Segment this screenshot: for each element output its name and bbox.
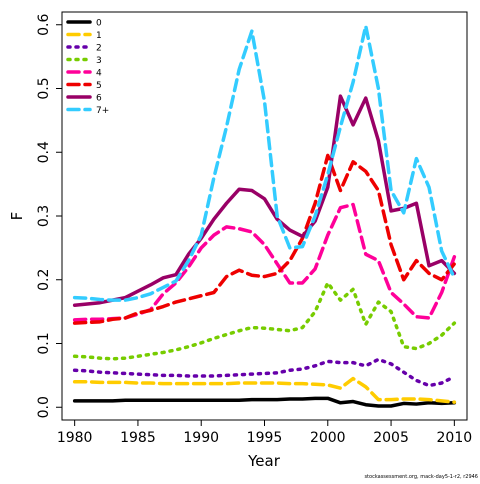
legend-label: 6 [96,94,102,104]
series-line-1 [72,376,457,404]
series-line-2 [72,357,457,388]
series-layer [72,24,457,408]
series-line-3 [72,281,457,361]
x-tick-label: 2000 [310,430,346,446]
x-tick-label: 2005 [373,430,409,446]
legend-label: 1 [96,31,102,41]
x-axis-label: Year [247,452,281,470]
series-line-0 [72,396,457,408]
legend-label: 0 [96,19,102,29]
y-axis-label: F [8,212,26,221]
x-tick-label: 1980 [57,430,93,446]
legend: 0 1 2 3 4 5 6 7+ [66,19,109,116]
footnote: stockassessment.org, mack-day5-1-r2, r29… [364,474,478,480]
series-line-5 [72,153,457,325]
series-line-7 [72,24,457,302]
x-tick-label: 1990 [183,430,219,446]
legend-label: 2 [96,44,102,54]
y-tick-label: 0.1 [36,332,52,354]
legend-label: 3 [96,56,102,66]
y-tick-label: 0.2 [36,269,52,291]
y-tick-label: 0.6 [36,14,52,36]
legend-label: 7+ [96,106,109,116]
y-tick-label: 0.4 [36,141,52,163]
axis-layer: 1980 1985 1990 1995 2000 2005 2010 0.0 0.1 0.2 0.3… [36,14,472,446]
y-tick-label: 0.3 [36,205,52,227]
x-tick-label: 1995 [247,430,283,446]
y-tick-label: 0.5 [36,77,52,99]
y-tick-label: 0.0 [36,396,52,418]
x-tick-label: 2010 [437,430,473,446]
x-tick-label: 1985 [120,430,156,446]
legend-label: 5 [96,81,102,91]
series-line-6 [72,94,457,307]
legend-label: 4 [96,69,102,79]
